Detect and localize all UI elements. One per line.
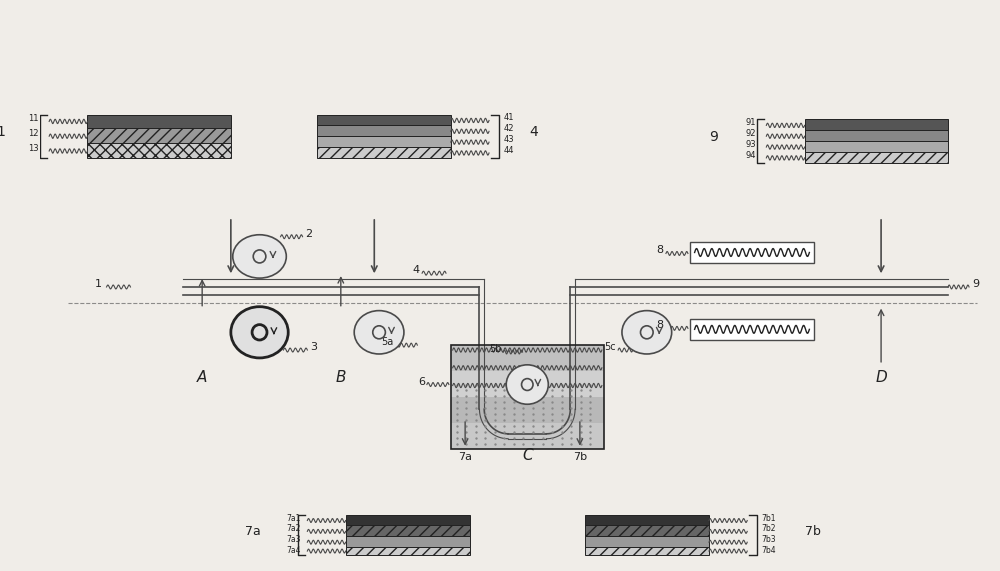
- Text: 5c: 5c: [605, 342, 616, 352]
- Ellipse shape: [522, 379, 533, 391]
- Bar: [346, 547, 470, 555]
- Text: 5a: 5a: [381, 337, 393, 347]
- Text: 7b: 7b: [805, 525, 820, 538]
- Text: 4: 4: [412, 265, 419, 275]
- Text: 91: 91: [745, 118, 756, 127]
- Text: 7a1: 7a1: [286, 513, 301, 522]
- Bar: [805, 152, 948, 163]
- Bar: [87, 115, 231, 128]
- Bar: [805, 119, 948, 130]
- Bar: [690, 319, 814, 340]
- Text: 6: 6: [418, 376, 425, 387]
- Text: 7b3: 7b3: [762, 535, 776, 544]
- Bar: [346, 514, 470, 525]
- Text: 94: 94: [745, 151, 756, 160]
- Bar: [317, 147, 451, 158]
- Bar: [805, 130, 948, 141]
- Ellipse shape: [253, 250, 266, 263]
- Bar: [87, 128, 231, 143]
- Bar: [585, 547, 709, 555]
- Bar: [346, 536, 470, 547]
- Bar: [317, 136, 451, 147]
- Text: 8: 8: [656, 246, 663, 255]
- Text: 1: 1: [95, 279, 102, 289]
- Ellipse shape: [233, 235, 286, 278]
- Text: C: C: [522, 448, 533, 464]
- Text: 93: 93: [745, 140, 756, 149]
- Bar: [451, 371, 604, 397]
- Text: 8: 8: [656, 320, 663, 331]
- Bar: [451, 345, 604, 371]
- Ellipse shape: [506, 365, 548, 404]
- Bar: [690, 242, 814, 263]
- Bar: [585, 525, 709, 536]
- Bar: [451, 397, 604, 423]
- Bar: [317, 115, 451, 126]
- Bar: [451, 345, 604, 449]
- Ellipse shape: [622, 311, 672, 354]
- Text: 7a: 7a: [458, 452, 472, 463]
- Ellipse shape: [231, 307, 288, 358]
- Text: 7a3: 7a3: [286, 535, 301, 544]
- Bar: [585, 514, 709, 525]
- Text: A: A: [197, 369, 207, 385]
- Text: 11: 11: [28, 114, 39, 123]
- Text: 7b2: 7b2: [762, 524, 776, 533]
- Ellipse shape: [354, 311, 404, 354]
- Text: 5b: 5b: [489, 344, 501, 354]
- Ellipse shape: [640, 326, 653, 339]
- Bar: [346, 525, 470, 536]
- Text: B: B: [336, 369, 346, 385]
- Text: 4: 4: [529, 125, 538, 139]
- Text: 9: 9: [972, 279, 979, 289]
- Text: 9: 9: [709, 130, 718, 144]
- Text: 43: 43: [503, 135, 514, 144]
- Text: 41: 41: [503, 114, 514, 122]
- Text: 42: 42: [503, 124, 514, 133]
- Text: 44: 44: [503, 146, 514, 155]
- Bar: [317, 126, 451, 136]
- Text: D: D: [875, 369, 887, 385]
- Ellipse shape: [252, 325, 267, 340]
- Text: 13: 13: [28, 144, 39, 153]
- Bar: [805, 141, 948, 152]
- Text: 7a: 7a: [245, 525, 261, 538]
- Text: 7b: 7b: [573, 452, 587, 463]
- Text: 1: 1: [0, 125, 6, 139]
- Text: 7b4: 7b4: [762, 546, 776, 555]
- Text: 92: 92: [745, 129, 756, 138]
- Text: 7a2: 7a2: [286, 524, 301, 533]
- Ellipse shape: [373, 326, 385, 339]
- Text: 3: 3: [310, 342, 317, 352]
- Bar: [585, 536, 709, 547]
- Text: 2: 2: [305, 229, 313, 239]
- Bar: [451, 423, 604, 449]
- Text: 7b1: 7b1: [762, 513, 776, 522]
- Text: 7a4: 7a4: [286, 546, 301, 555]
- Bar: [87, 143, 231, 158]
- Text: 12: 12: [28, 129, 39, 138]
